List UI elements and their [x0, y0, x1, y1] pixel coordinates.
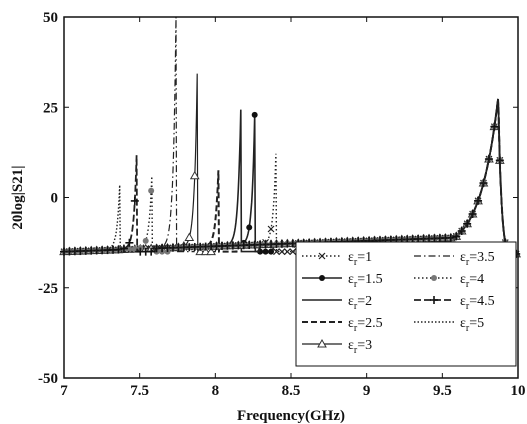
data-point [142, 237, 149, 244]
data-point [130, 196, 139, 205]
legend-item: εr=1 [302, 250, 372, 268]
series-layer [59, 16, 522, 261]
legend-item: εr=5 [414, 316, 484, 334]
legend-item: εr=4 [414, 272, 484, 290]
legend-item: εr=2.5 [302, 316, 383, 334]
data-point [206, 246, 216, 256]
x-tick-label: 9.5 [433, 383, 452, 399]
x-tick-label: 8.5 [282, 383, 301, 399]
data-point [148, 187, 155, 194]
legend-label: εr=5 [460, 316, 484, 334]
data-point [278, 248, 286, 256]
legend-marker [430, 296, 438, 304]
legend-marker [317, 338, 327, 348]
data-point [468, 210, 477, 219]
data-point [262, 248, 269, 255]
legend-item: εr=3 [302, 338, 372, 356]
data-point [251, 111, 258, 118]
data-point [463, 219, 472, 228]
legend-item: εr=2 [302, 294, 372, 312]
series-line [64, 16, 519, 260]
series-5 [64, 98, 519, 261]
data-point [289, 248, 297, 256]
legend-label: εr=3.5 [460, 250, 495, 268]
x-tick-label: 8 [212, 383, 220, 399]
legend-label: εr=2.5 [348, 316, 383, 334]
legend-label: εr=1.5 [348, 272, 383, 290]
data-point [457, 226, 466, 235]
y-tick-label: -50 [38, 371, 58, 387]
series-3 [59, 73, 522, 260]
legend-label: εr=1 [348, 250, 372, 268]
legend-item: εr=1.5 [302, 272, 383, 290]
legend-marker [318, 252, 326, 260]
legend-label: εr=3 [348, 338, 372, 356]
data-point [189, 170, 200, 180]
series-line [64, 98, 519, 261]
legend-label: εr=2 [348, 294, 372, 312]
x-axis-label: Frequency(GHz) [237, 408, 345, 424]
x-tick-label: 7 [60, 383, 68, 399]
data-point [283, 248, 291, 256]
legend: εr=1 εr=1.5 εr=2 εr=2.5 εr=3 εr=3.5 εr=4 εr=4.5… [295, 241, 517, 367]
data-point [246, 224, 253, 231]
data-point [267, 225, 275, 233]
y-tick-label: 0 [51, 191, 59, 207]
series-3_5 [64, 16, 519, 260]
x-tick-label: 10 [511, 383, 526, 399]
data-point [273, 248, 280, 256]
y-tick-label: 50 [43, 10, 58, 26]
data-point [184, 232, 195, 242]
data-point [119, 244, 128, 253]
data-point [474, 196, 483, 205]
legend-marker [319, 275, 325, 281]
y-axis-label: 20log|S21| [10, 165, 26, 229]
data-point [452, 232, 461, 241]
series-4_5 [60, 98, 521, 261]
x-tick-label: 7.5 [130, 383, 149, 399]
data-point [114, 245, 123, 254]
legend-item: εr=3.5 [414, 250, 495, 268]
data-point [268, 248, 275, 255]
legend-label: εr=4 [460, 272, 484, 290]
ticks: 7 7.5 8 8.5 9 9.5 10 50 25 0 -25 -50 [38, 10, 526, 399]
legend-item: εr=4.5 [414, 294, 495, 312]
data-point [126, 246, 133, 253]
data-point [125, 238, 134, 247]
y-tick-label: -25 [38, 281, 58, 297]
x-tick-label: 9 [363, 383, 371, 399]
legend-marker [431, 275, 437, 281]
legend-label: εr=4.5 [460, 294, 495, 312]
legend-box [295, 241, 517, 367]
y-tick-label: 25 [43, 100, 58, 116]
